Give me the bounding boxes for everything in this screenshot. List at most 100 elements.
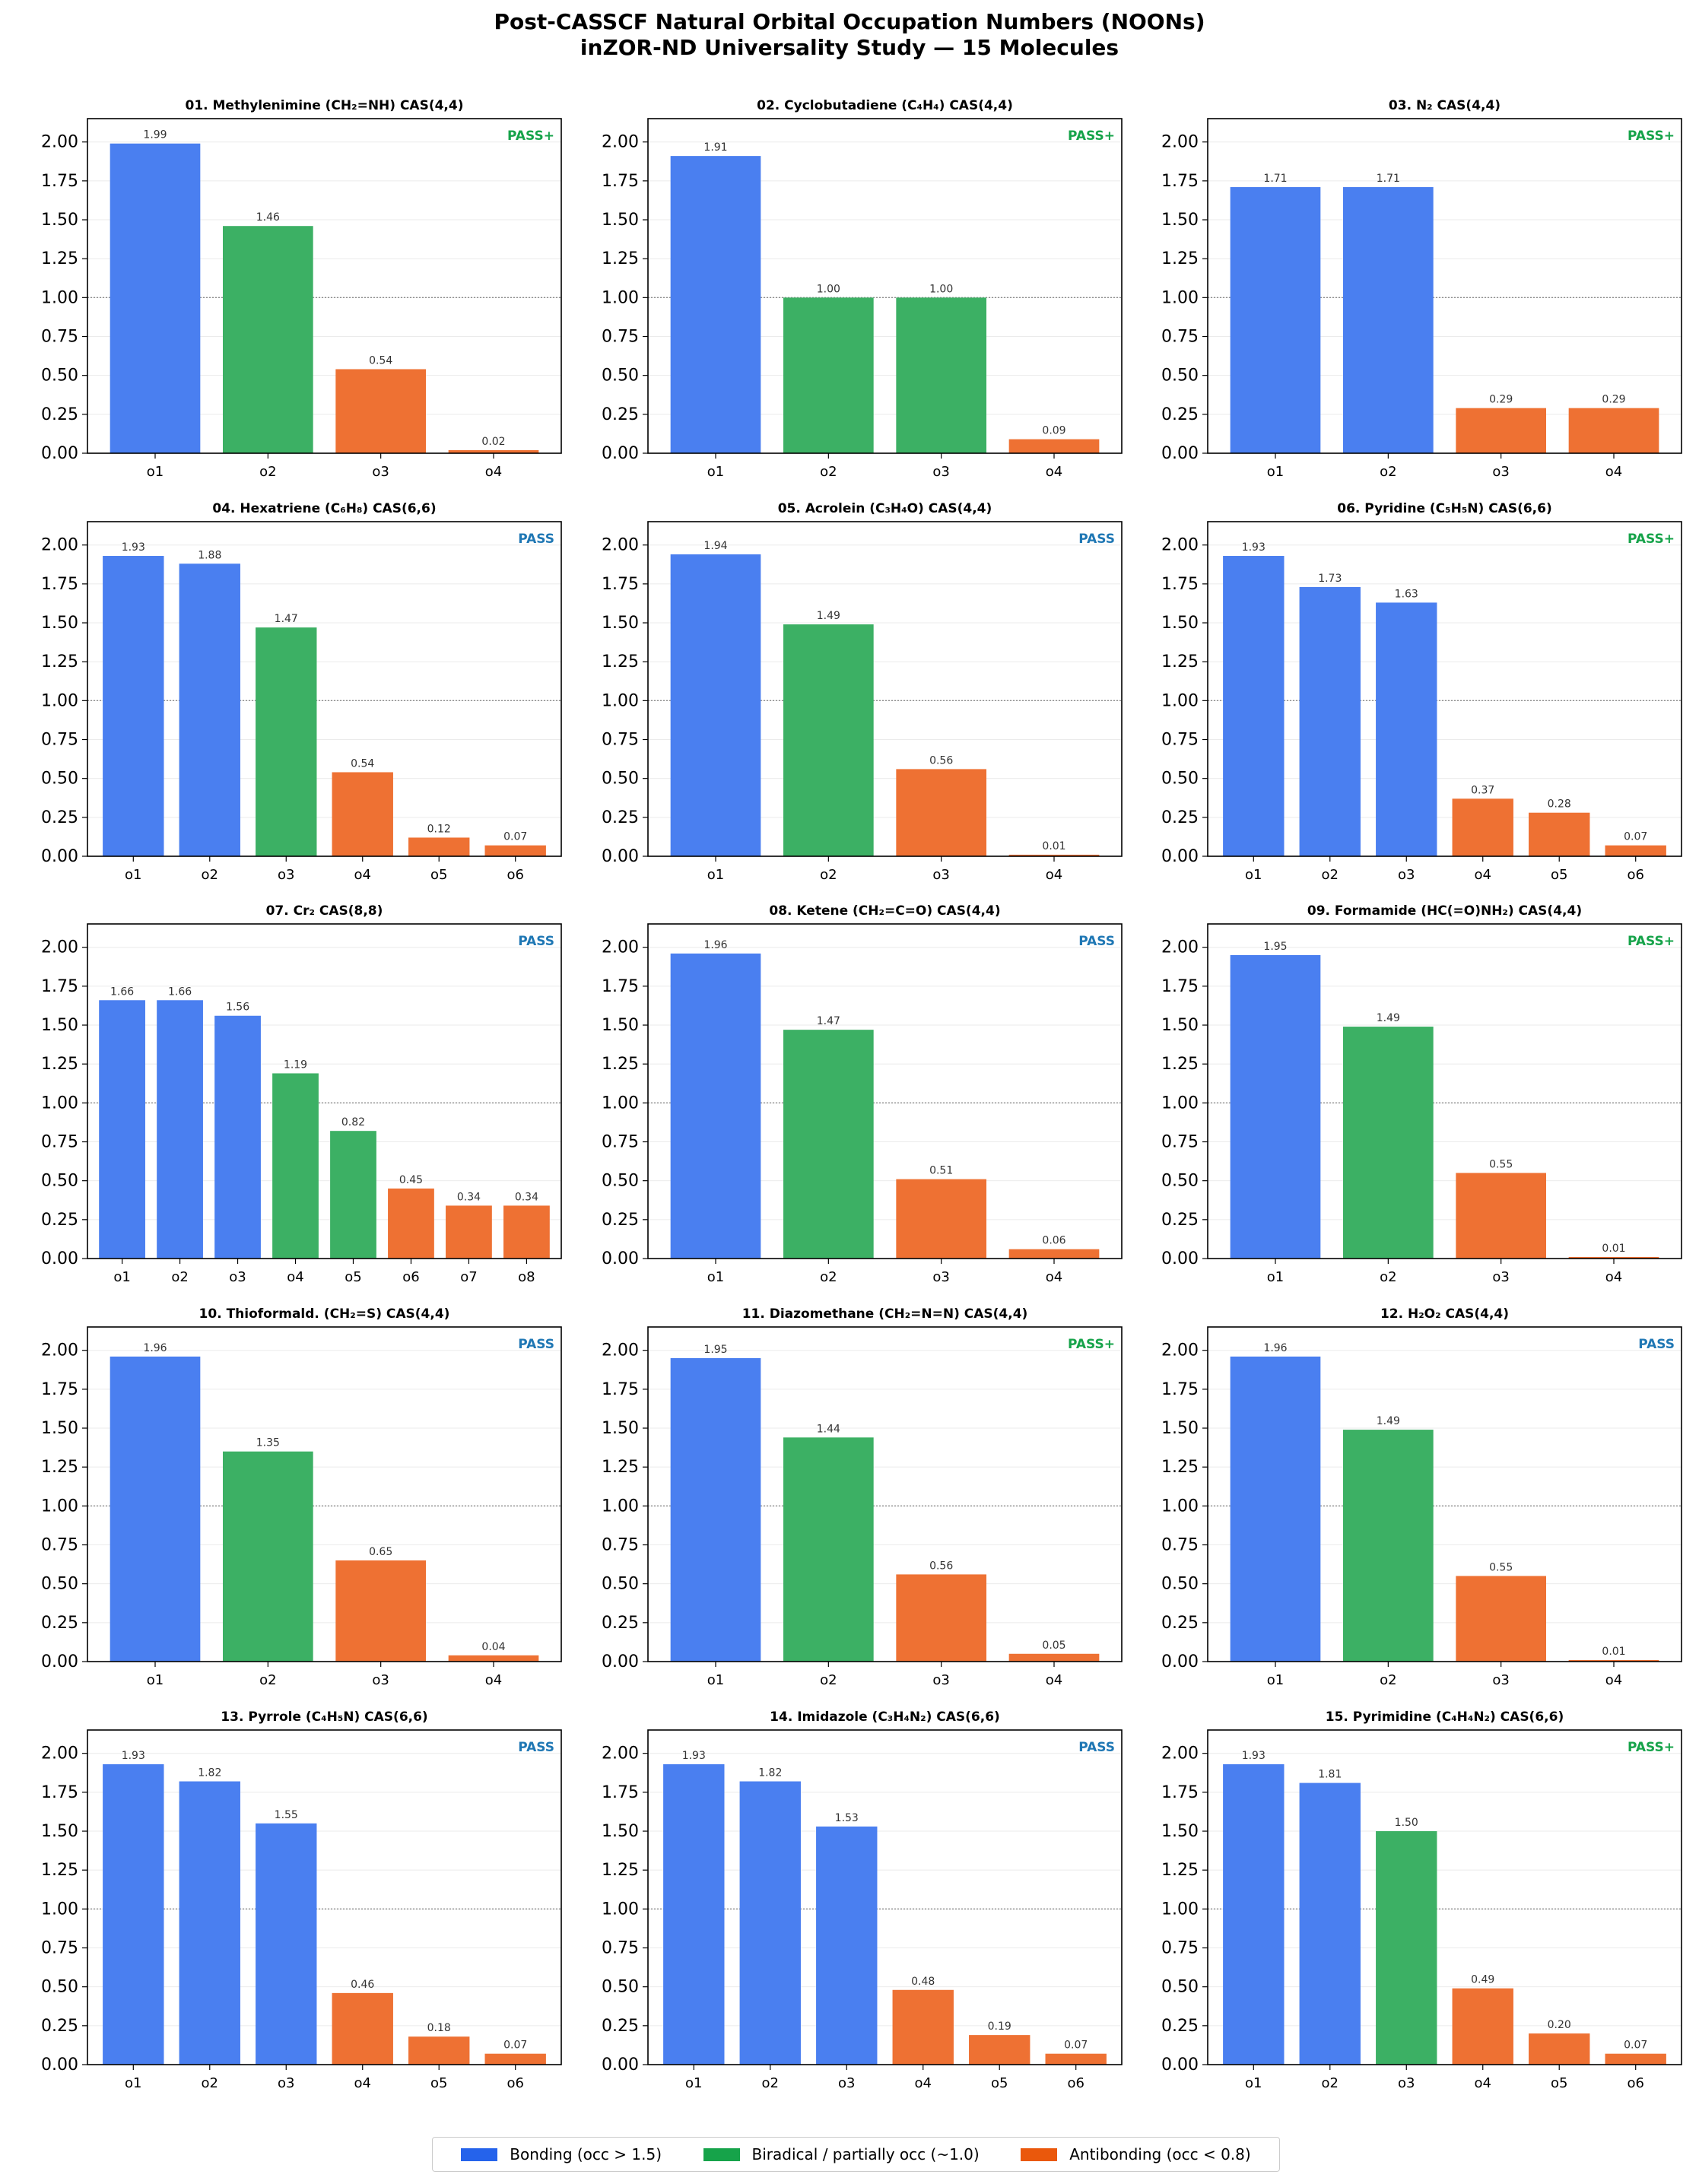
bar-value-label: 1.91 [703,141,727,154]
chart-svg: 14. Imidazole (C₃H₄N₂) CAS(6,6) 0.00 0.25 0… [602,1709,1123,2091]
chart-title: 02. Cyclobutadiene (C₄H₄) CAS(4,4) [757,98,1013,113]
bar-value-label: 0.55 [1489,1158,1513,1170]
bar-value-label: 0.09 [1042,425,1065,437]
y-tick-label: 0.50 [41,367,78,386]
x-tick-label: o3 [932,1672,949,1688]
x-tick-label: o2 [1322,2075,1339,2091]
x-tick-label: o4 [1046,1672,1062,1688]
y-tick-label: 2.00 [1161,536,1199,555]
x-tick-label: o2 [1380,1269,1396,1285]
bar-value-label: 0.29 [1602,394,1625,406]
bar [1223,1764,1285,2065]
x-tick-label: o4 [1605,464,1622,480]
y-tick-label: 1.25 [41,249,78,268]
bar [256,627,317,856]
bar-value-label: 1.66 [110,986,134,998]
x-tick-label: o1 [1245,2075,1262,2091]
bar-value-label: 0.01 [1042,840,1065,852]
bar [896,1574,986,1662]
bar [448,1655,539,1662]
bar-value-label: 0.12 [427,823,451,835]
chart-svg: 01. Methylenimine (CH₂=NH) CAS(4,4) 0.00 0… [41,98,562,480]
bar-value-label: 1.81 [1318,1769,1342,1781]
chart-panel: 06. Pyridine (C₅H₅N) CAS(6,6) 0.00 0.25 0.5… [1120,491,1682,902]
bar [1452,798,1513,856]
chart-title: 15. Pyrimidine (C₄H₄N₂) CAS(6,6) [1326,1709,1564,1725]
y-tick-label: 2.00 [602,1744,639,1763]
x-tick-label: o1 [707,867,724,883]
y-tick-label: 0.50 [41,770,78,789]
bar [388,1188,434,1259]
bar-value-label: 1.82 [198,1767,221,1779]
x-tick-label: o7 [460,1269,477,1285]
x-tick-label: o2 [820,1269,837,1285]
bar [739,1781,801,2065]
chart-svg: 09. Formamide (HC(=O)NH₂) CAS(4,4) 0.00 0.… [1161,903,1682,1285]
status-badge: PASS+ [507,129,554,144]
y-tick-label: 1.50 [602,1016,639,1035]
bar [223,1451,313,1662]
x-tick-label: o1 [707,1269,724,1285]
x-tick-label: o4 [485,464,502,480]
y-tick-label: 1.75 [41,1783,78,1802]
legend-label-antibonding: Antibonding (occ < 0.8) [1069,2145,1251,2163]
bar-value-label: 0.19 [988,2021,1011,2033]
y-tick-label: 1.00 [1161,691,1199,710]
x-tick-label: o4 [1046,1269,1062,1285]
chart-panel: 10. Thioformald. (CH₂=S) CAS(4,4) 0.00 0.2… [0,1297,562,1707]
bar-value-label: 0.18 [427,2022,451,2034]
y-tick-label: 0.00 [41,1652,78,1671]
bar [446,1205,492,1259]
chart-svg: 05. Acrolein (C₃H₄O) CAS(4,4) 0.00 0.25 0.5… [602,501,1123,883]
x-tick-label: o3 [278,2075,294,2091]
y-tick-label: 2.00 [1161,133,1199,152]
bar-value-label: 1.46 [256,211,280,224]
bar [670,1357,761,1662]
x-tick-label: o1 [1245,867,1262,883]
y-tick-label: 0.25 [1161,808,1199,827]
y-tick-label: 0.25 [602,808,639,827]
bar [1456,408,1546,453]
y-tick-label: 0.75 [602,1536,639,1555]
status-badge: PASS [518,934,554,949]
chart-panel: 07. Cr₂ CAS(8,8) 0.00 0.25 0.50 0.75 1.00 1.25… [0,894,562,1304]
bar-value-label: 0.07 [503,831,527,843]
bar-value-label: 1.93 [1242,541,1266,554]
chart-panel: 09. Formamide (HC(=O)NH₂) CAS(4,4) 0.00 0.… [1120,894,1682,1304]
bar [408,2036,470,2065]
figure-title-line-1: Post-CASSCF Natural Orbital Occupation N… [494,9,1205,34]
chart-title: 07. Cr₂ CAS(8,8) [266,903,383,919]
status-badge: PASS [1638,1337,1675,1352]
bar-value-label: 1.44 [817,1423,840,1435]
bar-value-label: 1.71 [1263,173,1287,185]
legend-item-antibonding: Antibonding (occ < 0.8) [1021,2145,1251,2163]
chart-panel: 03. N₂ CAS(4,4) 0.00 0.25 0.50 0.75 1.00 1.25 1… [1120,88,1682,499]
bar [663,1764,725,2065]
y-tick-label: 0.00 [41,847,78,866]
y-tick-label: 0.25 [41,1614,78,1633]
plot-frame [87,118,562,454]
bar [1343,1027,1434,1259]
y-tick-label: 1.50 [602,211,639,230]
chart-title: 12. H₂O₂ CAS(4,4) [1380,1306,1509,1322]
chart-svg: 07. Cr₂ CAS(8,8) 0.00 0.25 0.50 0.75 1.00 1.25… [41,903,562,1285]
legend-swatch-antibonding [1021,2147,1058,2161]
y-tick-label: 1.50 [602,1822,639,1841]
x-tick-label: o4 [485,1672,502,1688]
status-badge: PASS [1078,934,1115,949]
plot-frame [647,118,1123,454]
chart-svg: 03. N₂ CAS(4,4) 0.00 0.25 0.50 0.75 1.00 1.25 1… [1161,98,1682,480]
bar-value-label: 1.47 [275,613,298,625]
bar [1299,1782,1361,2065]
bar [1343,187,1434,453]
y-tick-label: 1.00 [602,1497,639,1516]
chart-panel: 11. Diazomethane (CH₂=N=N) CAS(4,4) 0.00 0… [561,1297,1123,1707]
chart-panel: 14. Imidazole (C₃H₄N₂) CAS(6,6) 0.00 0.25 0… [561,1700,1123,2110]
x-tick-label: o6 [507,867,523,883]
x-tick-label: o4 [1475,867,1491,883]
y-tick-label: 0.25 [41,405,78,424]
x-tick-label: o1 [125,867,141,883]
legend-swatch-bonding [461,2147,498,2161]
y-tick-label: 2.00 [602,536,639,555]
y-tick-label: 1.25 [1161,1458,1199,1477]
